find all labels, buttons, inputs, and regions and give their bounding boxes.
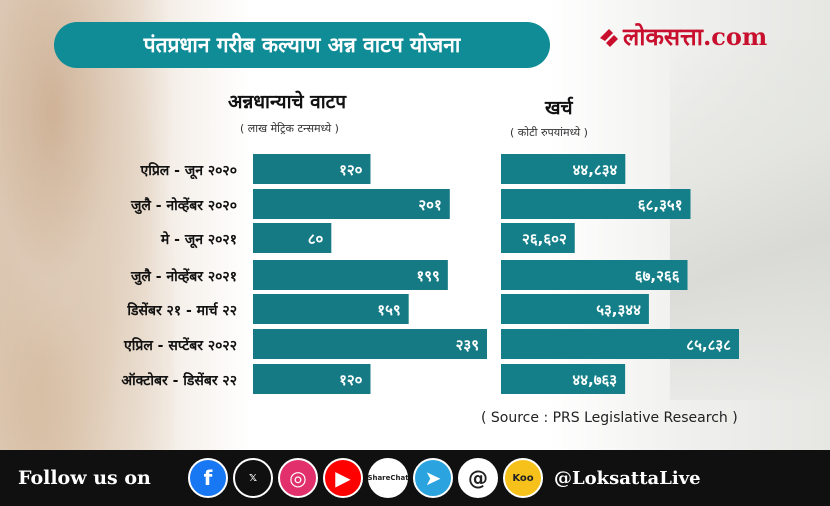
sharechat-glyph: ShareChat [367, 474, 409, 482]
cost-bar [501, 154, 626, 184]
cost-bar [501, 294, 649, 324]
source-note: ( Source : PRS Legislative Research ) [481, 410, 738, 426]
grain-bar-value: १९९ [416, 267, 439, 285]
youtube-icon[interactable]: ▶ [323, 458, 363, 498]
threads-icon[interactable]: @ [458, 458, 498, 498]
cost-bar [501, 260, 688, 290]
bar-charts: एप्रिल - जून २०२० १२० ४४,८३४ जुलै - नोव्हें… [121, 154, 739, 394]
social-icons: f 𝕏 ◎ ▶ ShareChat ➤ @ Koo [188, 458, 548, 498]
instagram-glyph: ◎ [289, 466, 307, 490]
follow-label: Follow us on [18, 467, 151, 489]
grain-bar [253, 223, 332, 253]
cost-bar-value: ६८,३५१ [638, 196, 683, 214]
grain-bar [253, 154, 371, 184]
telegram-icon[interactable]: ➤ [413, 458, 453, 498]
threads-glyph: @ [468, 466, 488, 490]
brand-logo: लोकसत्ता.com [600, 20, 767, 53]
cost-bar-value: ४४,७६३ [572, 371, 617, 389]
grain-bar-value: २३९ [456, 336, 479, 354]
cost-bar-value: ८५,८३८ [686, 336, 731, 354]
instagram-icon[interactable]: ◎ [278, 458, 318, 498]
grain-chart-unit: ( लाख मेट्रिक टन्समध्ये ) [240, 122, 339, 135]
category-label: जुलै - नोव्हेंबर २०२१ [130, 268, 237, 286]
grain-bar-value: १२० [339, 371, 363, 389]
category-label: एप्रिल - सप्टेंबर २०२२ [123, 337, 237, 354]
facebook-glyph: f [203, 466, 213, 490]
grain-bar-value: २०१ [418, 196, 441, 214]
grain-bar [253, 364, 371, 394]
youtube-glyph: ▶ [335, 466, 351, 490]
cost-bar-value: ४४,८३४ [573, 161, 618, 179]
cost-bar [501, 223, 575, 253]
infographic-title: पंतप्रधान गरीब कल्याण अन्न वाटप योजना [54, 22, 550, 68]
cost-chart-unit: ( कोटी रुपयांमध्ये ) [510, 126, 588, 139]
telegram-glyph: ➤ [424, 466, 442, 490]
cost-bar-value: २६,६०२ [522, 230, 567, 248]
grain-bar-value: १५९ [377, 301, 400, 319]
grain-bar [253, 329, 487, 359]
cost-bar-value: ५३,३४४ [596, 301, 641, 319]
sharechat-icon[interactable]: ShareChat [367, 458, 409, 498]
cost-bar [501, 189, 691, 219]
grain-bar [253, 294, 409, 324]
grain-hands-photo [0, 0, 175, 450]
background-photo [0, 0, 830, 450]
loksatta-logo-icon [600, 28, 618, 47]
koo-icon[interactable]: Koo [503, 458, 543, 498]
grain-bar-value: ८० [308, 230, 324, 248]
cost-bar-value: ६७,२६६ [635, 267, 680, 285]
category-label: एप्रिल - जून २०२० [139, 162, 237, 180]
social-footer: Follow us on f 𝕏 ◎ ▶ ShareChat ➤ @ Koo @Loksatt… [0, 450, 830, 506]
category-label: ऑक्टोबर - डिसेंबर २२ [121, 372, 237, 389]
grain-bar-value: १२० [339, 161, 363, 179]
facebook-icon[interactable]: f [188, 458, 228, 498]
cost-chart-title: खर्च [545, 97, 573, 119]
cost-bar [501, 364, 626, 394]
category-label: मे - जून २०२१ [160, 231, 237, 249]
grain-bar [253, 260, 448, 290]
grain-bar [253, 189, 450, 219]
x-icon[interactable]: 𝕏 [233, 458, 273, 498]
category-label: जुलै - नोव्हेंबर २०२० [130, 197, 237, 215]
x-glyph: 𝕏 [248, 472, 258, 484]
koo-glyph: Koo [512, 472, 534, 484]
category-label: डिसेंबर २१ - मार्च २२ [126, 302, 237, 319]
brand-name: लोकसत्ता.com [623, 22, 768, 51]
grain-chart-title: अन्नधान्याचे वाटप [228, 91, 347, 113]
cost-bar [501, 329, 739, 359]
social-handle[interactable]: @LoksattaLive [554, 467, 701, 489]
